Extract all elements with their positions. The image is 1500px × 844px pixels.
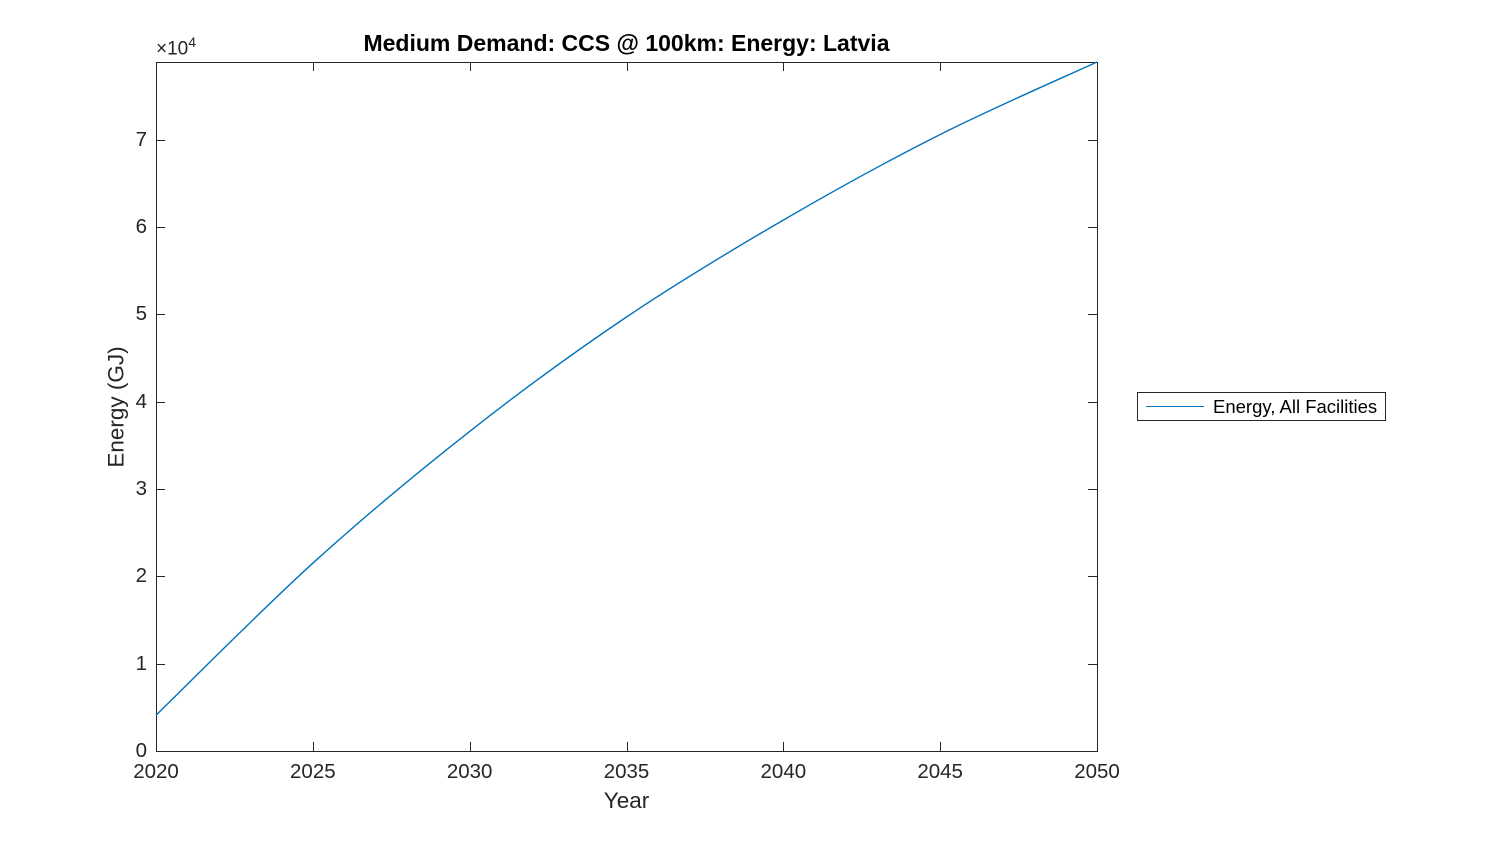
- y-tick-label: 0: [135, 739, 147, 762]
- x-tick-label: 2050: [1074, 760, 1120, 783]
- legend-line-sample: [1146, 406, 1204, 407]
- x-tick-label: 2040: [760, 760, 807, 783]
- chart-title: Medium Demand: CCS @ 100km: Energy: Latv…: [363, 30, 890, 56]
- energy-line-series: [155, 61, 1098, 716]
- y-axis-label: Energy (GJ): [102, 62, 132, 751]
- x-tick-label: 2030: [446, 760, 493, 783]
- legend-label: Energy, All Facilities: [1213, 395, 1378, 417]
- y-tick-label: 6: [135, 215, 147, 239]
- y-tick-label: 3: [135, 477, 147, 501]
- y-tick-label: 2: [135, 564, 147, 588]
- x-tick-label: 2020: [133, 760, 179, 783]
- y-axis-label-text: Energy (GJ): [104, 345, 129, 468]
- y-tick-label: 7: [135, 127, 147, 151]
- axes-box: [156, 62, 1098, 752]
- x-tick-label: 2035: [603, 760, 650, 783]
- x-tick-label: 2025: [290, 760, 336, 783]
- y-axis-multiplier-exponent: 4: [188, 34, 197, 50]
- y-tick-label: 1: [135, 651, 147, 675]
- y-tick-label: 5: [135, 302, 147, 326]
- legend: Energy, All Facilities: [1137, 392, 1386, 421]
- y-tick-label: 4: [135, 389, 147, 413]
- y-axis-multiplier: ×104: [156, 34, 196, 60]
- y-axis-multiplier-base: ×10: [156, 38, 189, 60]
- x-axis-label: Year: [603, 788, 650, 813]
- x-tick-label: 2045: [917, 760, 963, 783]
